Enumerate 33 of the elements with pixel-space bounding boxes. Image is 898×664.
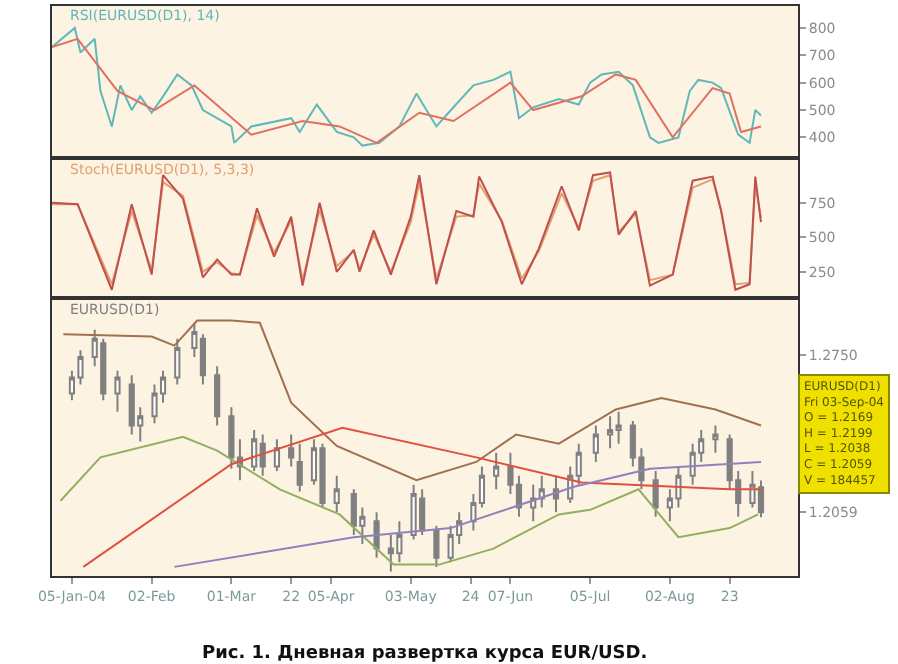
candlestick: [114, 369, 121, 413]
candlestick: [199, 333, 206, 386]
candlestick: [373, 511, 380, 559]
candlestick: [652, 470, 659, 518]
text: Рис. 1. Дневная развертка курса EUR/USD.: [202, 644, 648, 664]
candlestick: [615, 410, 622, 445]
candlestick: [128, 374, 135, 436]
candlestick: [757, 479, 765, 519]
candlestick: [214, 365, 221, 427]
candlestick: [410, 483, 417, 541]
candlestick: [592, 424, 599, 463]
candlestick: [433, 524, 440, 568]
candlestick: [419, 488, 426, 536]
candlestick: [333, 474, 340, 514]
candlestick: [606, 415, 614, 450]
candlestick: [552, 474, 560, 514]
candlestick: [259, 433, 266, 477]
candlestick: [251, 429, 258, 473]
candlestick: [273, 438, 281, 473]
candlestick: [712, 424, 719, 454]
candlestick: [319, 442, 326, 509]
candlestick: [493, 451, 500, 491]
candlestick: [350, 488, 357, 536]
candlestick: [538, 474, 545, 509]
candlestick: [749, 470, 756, 509]
candlestick: [174, 337, 181, 386]
candlestick: [296, 442, 303, 493]
candlestick: [100, 337, 107, 402]
candlestick: [396, 520, 403, 564]
candlestick: [288, 433, 295, 468]
line-series: [62, 319, 762, 482]
line-series: [173, 460, 762, 568]
candlestick: [530, 483, 537, 523]
